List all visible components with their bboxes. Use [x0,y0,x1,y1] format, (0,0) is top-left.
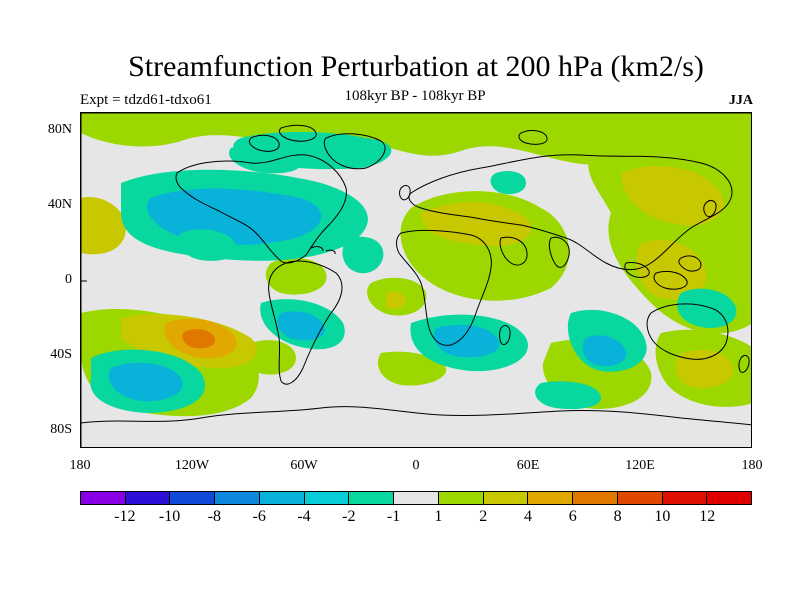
contour-sh-green-5 [245,340,296,375]
lat-label-80s: 80S [50,422,72,437]
lon-label-60e: 60E [516,458,540,473]
colorbar-box [349,492,395,504]
contour-cyan-greenland [229,143,303,174]
colorbar-box [617,492,663,504]
contour-cyan-sa-core [277,311,326,341]
colorbar-box [259,492,305,504]
colorbar [80,491,752,505]
lon-label-180w: 180 [69,458,91,473]
colorbar-label: -4 [297,508,311,525]
colorbar-box [483,492,529,504]
colorbar-label: -6 [252,508,266,525]
contour-yellow-asia [621,165,724,226]
lat-label-80n: 80N [47,122,72,137]
colorbar-label: 4 [524,508,532,525]
colorbar-label: -2 [342,508,356,525]
contour-cyan-west-sa [178,229,237,261]
lon-label-120w: 120W [174,458,210,473]
colorbar-box [125,492,171,504]
colorbar-label: 8 [613,508,622,525]
colorbar-label: 12 [699,508,716,525]
colorbar-label: 6 [568,508,577,525]
contour-yellow-pacific [636,239,707,300]
lat-label-40s: 40S [50,347,72,362]
colorbar-label: -8 [207,508,222,525]
colorbar-box [662,492,708,504]
colorbar-label: 10 [654,508,671,525]
colorbar-box [215,492,260,504]
lat-label-0: 0 [65,272,72,287]
colorbar-box [394,492,439,504]
contour-yellow-small [386,291,406,309]
map-panel [80,112,752,448]
colorbar-label: 1 [434,508,443,525]
coastlines [81,124,751,426]
lon-label-0: 0 [412,458,420,473]
lon-label-120e: 120E [625,458,655,473]
lat-label-40n: 40N [47,197,72,212]
contour-cyan-sh-pacific-core [108,362,183,402]
colorbar-box [81,492,126,504]
contour-sa-green [265,257,327,295]
contour-orange-core [182,328,216,349]
contour-cyan-small [490,171,526,195]
lon-label-180e: 180 [741,458,763,473]
colorbar-box [707,492,752,504]
contour-cyan-indian-core [582,335,627,367]
contour-yellow-west [81,197,126,255]
contour-cyan-sh-south [535,381,601,410]
colorbar-box [304,492,350,504]
season-label: JJA [728,93,753,108]
colorbar-label: -12 [114,508,136,525]
period-label: 108kyr BP - 108kyr BP [344,88,486,104]
colorbar-label: -10 [158,508,181,525]
experiment-label: Expt = tdzd61-tdxo61 [80,92,212,108]
contour-cyan-tropical [342,236,384,274]
colorbar-box [170,492,216,504]
contour-sh-green-2 [377,351,447,386]
lon-label-60w: 60W [290,458,318,473]
contour-yellow-eurasia [421,202,532,247]
map-title: Streamfunction Perturbation at 200 hPa (… [128,50,704,83]
colorbar-box [528,492,574,504]
colorbar-label: 2 [479,508,488,525]
contour-cyan-aus [677,288,737,329]
contour-africa-green [473,251,532,289]
colorbar-box [438,492,484,504]
contour-cyan-safrica-core [433,324,500,358]
colorbar-label: -1 [386,508,401,525]
colorbar-box [573,492,618,504]
contour-north-pole-green [81,113,751,165]
contour-yellow-sh-east [675,349,734,389]
map-svg [81,113,751,447]
contour-fills [81,113,751,417]
